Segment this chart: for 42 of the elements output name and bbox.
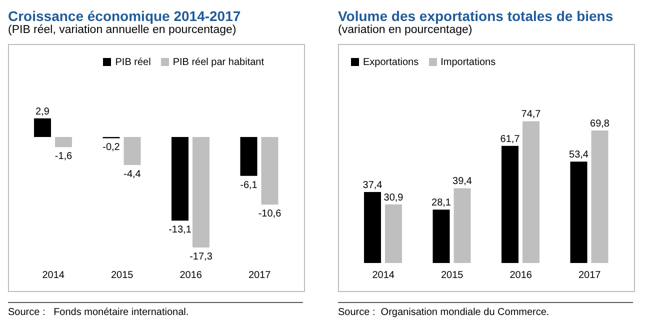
data-label: 39,4 xyxy=(452,176,472,188)
bar xyxy=(502,146,518,263)
data-label: 2,9 xyxy=(36,106,50,118)
bar xyxy=(591,130,608,263)
x-tick-label: 2015 xyxy=(111,270,134,282)
source-note: Source : Fonds monétaire international. xyxy=(8,302,303,318)
data-label: -6,1 xyxy=(240,180,258,191)
bar xyxy=(570,162,588,263)
data-label: -4,4 xyxy=(124,169,142,180)
data-label: 61,7 xyxy=(500,134,520,145)
legend-label: Exportations xyxy=(363,57,419,68)
legend-label: PIB réel xyxy=(115,57,151,68)
data-label: -13,1 xyxy=(168,224,192,236)
data-label: 74,7 xyxy=(521,109,542,120)
bar xyxy=(364,192,381,263)
bar xyxy=(454,188,471,263)
legend-label: PIB réel par habitant xyxy=(172,57,264,68)
x-tick-label: 2017 xyxy=(248,270,272,282)
data-label: -1,6 xyxy=(54,151,73,162)
legend-label: Importations xyxy=(440,57,496,68)
data-label: 28,1 xyxy=(432,198,452,209)
x-tick-label: 2017 xyxy=(578,270,602,282)
chart-subtitle: (PIB réel, variation annuelle en pourcentage) xyxy=(8,24,238,36)
chart-subtitle: (variation en pourcentage) xyxy=(338,24,474,36)
chart-title: Volume des exportations totales de biens xyxy=(338,8,614,24)
chart-title: Croissance économique 2014-2017 xyxy=(8,8,242,24)
data-label: 30,9 xyxy=(384,192,404,204)
x-tick-label: 2016 xyxy=(510,270,532,282)
bar xyxy=(385,204,402,263)
bar xyxy=(432,210,450,263)
x-tick-label: 2016 xyxy=(180,270,202,282)
data-label: -17,3 xyxy=(190,252,213,263)
data-label: 53,4 xyxy=(569,150,589,161)
x-tick-label: 2014 xyxy=(372,270,395,282)
x-tick-label: 2014 xyxy=(42,270,65,282)
bar xyxy=(522,121,540,263)
data-label: 37,4 xyxy=(362,180,383,192)
source-note: Source : Organisation mondiale du Commerce. xyxy=(338,302,633,318)
data-label: 69,8 xyxy=(590,118,610,130)
x-tick-label: 2015 xyxy=(441,270,464,282)
data-label: -10,6 xyxy=(258,208,282,220)
data-label: -0,2 xyxy=(102,142,120,154)
